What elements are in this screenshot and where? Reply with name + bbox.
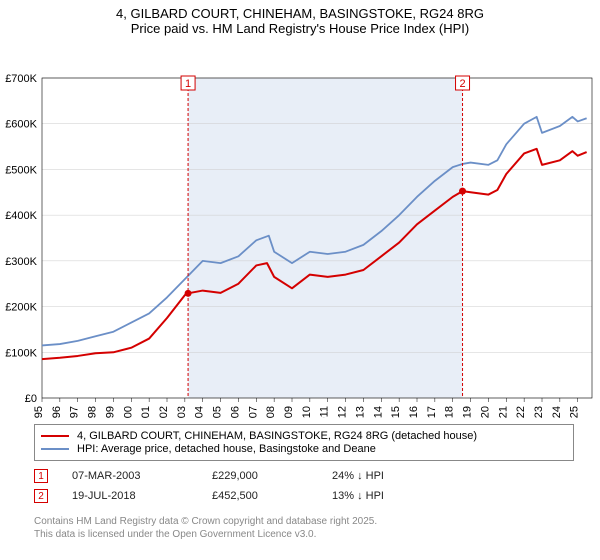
svg-text:1999: 1999	[104, 406, 116, 418]
svg-text:1997: 1997	[69, 406, 81, 418]
svg-text:2003: 2003	[176, 406, 188, 418]
svg-text:2012: 2012	[337, 406, 349, 418]
svg-text:£200K: £200K	[5, 302, 37, 314]
svg-text:£100K: £100K	[5, 347, 37, 359]
svg-text:1996: 1996	[51, 406, 63, 418]
svg-text:2007: 2007	[247, 406, 259, 418]
sale-delta: 24% ↓ HPI	[332, 470, 452, 482]
legend-swatch	[41, 448, 69, 450]
svg-text:2018: 2018	[444, 406, 456, 418]
svg-text:2002: 2002	[158, 406, 170, 418]
sale-price: £229,000	[212, 470, 332, 482]
svg-text:2013: 2013	[354, 406, 366, 418]
svg-text:2001: 2001	[140, 406, 152, 418]
svg-text:2000: 2000	[122, 406, 134, 418]
footer-attribution: Contains HM Land Registry data © Crown c…	[34, 516, 377, 541]
svg-text:2011: 2011	[319, 406, 331, 418]
svg-text:2015: 2015	[390, 406, 402, 418]
legend-row: 4, GILBARD COURT, CHINEHAM, BASINGSTOKE,…	[41, 430, 567, 442]
svg-text:1998: 1998	[87, 406, 99, 418]
svg-text:1: 1	[185, 78, 191, 90]
svg-text:2010: 2010	[301, 406, 313, 418]
line-chart-svg: £0 £100K £200K £300K £400K £500K £600K £700K 199…	[0, 38, 600, 418]
svg-text:2025: 2025	[569, 406, 581, 418]
footer-line-2: This data is licensed under the Open Gov…	[34, 529, 377, 542]
svg-text:2024: 2024	[551, 406, 563, 418]
svg-text:2009: 2009	[283, 406, 295, 418]
sale-marker: 2	[34, 489, 48, 503]
legend-row: HPI: Average price, detached house, Basi…	[41, 443, 567, 455]
svg-text:2008: 2008	[265, 406, 277, 418]
svg-text:2: 2	[459, 78, 465, 90]
svg-text:£400K: £400K	[5, 210, 37, 222]
svg-text:£500K: £500K	[5, 164, 37, 176]
svg-text:1995: 1995	[33, 406, 45, 418]
footer-line-1: Contains HM Land Registry data © Crown c…	[34, 516, 377, 529]
svg-text:2016: 2016	[408, 406, 420, 418]
svg-text:2017: 2017	[426, 406, 438, 418]
svg-text:£600K: £600K	[5, 119, 37, 131]
svg-text:£700K: £700K	[5, 73, 37, 85]
svg-text:2004: 2004	[194, 406, 206, 418]
svg-text:2005: 2005	[212, 406, 224, 418]
title-line-1: 4, GILBARD COURT, CHINEHAM, BASINGSTOKE,…	[0, 6, 600, 21]
legend-label: 4, GILBARD COURT, CHINEHAM, BASINGSTOKE,…	[77, 430, 477, 442]
svg-text:2020: 2020	[479, 406, 491, 418]
sales-row: 1 07-MAR-2003£229,00024% ↓ HPI	[34, 466, 574, 486]
sale-date: 19-JUL-2018	[72, 490, 212, 502]
sale-price: £452,500	[212, 490, 332, 502]
sale-marker: 1	[34, 469, 48, 483]
svg-text:2022: 2022	[515, 406, 527, 418]
legend-label: HPI: Average price, detached house, Basi…	[77, 443, 376, 455]
svg-text:2006: 2006	[229, 406, 241, 418]
sale-date: 07-MAR-2003	[72, 470, 212, 482]
svg-text:£0: £0	[25, 393, 37, 405]
svg-text:2021: 2021	[497, 406, 509, 418]
legend: 4, GILBARD COURT, CHINEHAM, BASINGSTOKE,…	[34, 424, 574, 461]
svg-text:2019: 2019	[462, 406, 474, 418]
sale-delta: 13% ↓ HPI	[332, 490, 452, 502]
sales-table: 1 07-MAR-2003£229,00024% ↓ HPI 2 19-JUL-201…	[34, 466, 574, 506]
title-line-2: Price paid vs. HM Land Registry's House …	[0, 21, 600, 36]
svg-text:£300K: £300K	[5, 256, 37, 268]
svg-text:2023: 2023	[533, 406, 545, 418]
sales-row: 2 19-JUL-2018£452,50013% ↓ HPI	[34, 486, 574, 506]
legend-swatch	[41, 435, 69, 437]
chart-title: 4, GILBARD COURT, CHINEHAM, BASINGSTOKE,…	[0, 0, 600, 38]
chart-area: £0 £100K £200K £300K £400K £500K £600K £700K 199…	[0, 38, 600, 418]
svg-text:2014: 2014	[372, 406, 384, 418]
